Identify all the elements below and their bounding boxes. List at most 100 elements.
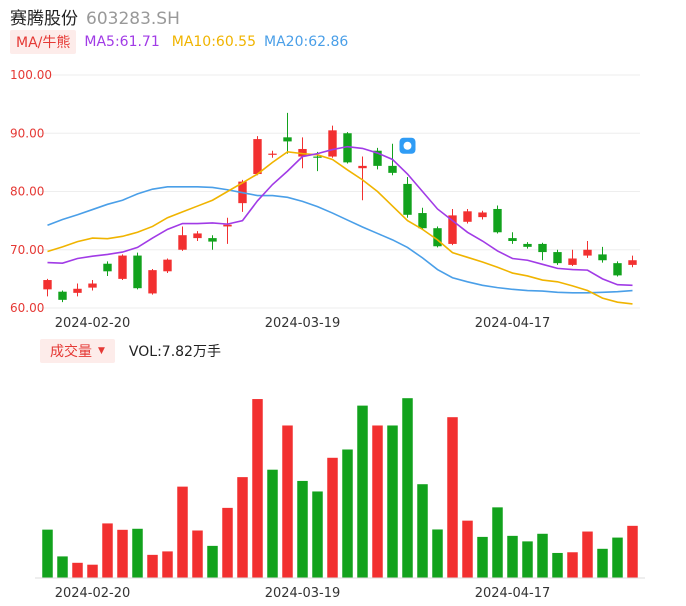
candle-body[interactable] [148,270,157,294]
stock-code: 603283.SH [86,9,180,29]
candle-body[interactable] [418,213,427,229]
volume-bar[interactable] [267,469,278,578]
volume-bar[interactable] [312,491,323,578]
stock-name: 赛腾股份 [10,9,78,29]
volume-bar[interactable] [612,537,623,578]
volume-bar[interactable] [537,533,548,578]
volume-bar[interactable] [522,541,533,578]
volume-bar[interactable] [117,529,128,578]
blue-marker-dot-icon [403,141,412,150]
candle-body[interactable] [598,254,607,261]
candle-body[interactable] [58,291,67,300]
candle-body[interactable] [478,212,487,218]
candle-body[interactable] [253,139,262,175]
volume-bar[interactable] [372,425,383,578]
volume-bar[interactable] [297,480,308,578]
volume-x-tick-label: 2024-03-19 [265,586,341,601]
candle-body[interactable] [613,263,622,276]
candle-body[interactable] [178,235,187,250]
volume-bar[interactable] [597,548,608,578]
candle-body[interactable] [43,280,52,290]
y-tick-label: 90.00 [10,126,44,140]
ma5-legend: MA5:61.71 [84,34,160,50]
volume-bar[interactable] [192,530,203,579]
candle-body[interactable] [73,288,82,293]
volume-bar[interactable] [57,556,68,578]
candle-body[interactable] [283,137,292,142]
volume-bar[interactable] [627,525,638,578]
volume-bar[interactable] [237,477,248,578]
candle-body[interactable] [268,153,277,155]
candle-body[interactable] [298,148,307,157]
candle-body[interactable] [373,150,382,166]
candle-body[interactable] [508,238,517,242]
volume-indicator-selector[interactable]: 成交量 ▼ [40,339,115,363]
volume-bar[interactable] [447,417,458,578]
candle-body[interactable] [583,249,592,256]
volume-bar[interactable] [342,449,353,578]
volume-bar[interactable] [222,507,233,578]
candle-body[interactable] [628,260,637,265]
candle-body[interactable] [208,238,217,242]
volume-bar[interactable] [507,535,518,578]
candle-body[interactable] [193,233,202,239]
volume-bar[interactable] [177,486,188,578]
candle-body[interactable] [118,255,127,279]
volume-bar[interactable] [402,398,413,578]
volume-bar[interactable] [132,528,143,578]
volume-bar[interactable] [327,457,338,578]
candle-body[interactable] [448,215,457,244]
y-tick-label: 100.00 [10,68,52,82]
candle-body[interactable] [133,255,142,289]
volume-value: VOL:7.82万手 [128,344,221,360]
volume-legend: 成交量 ▼ VOL:7.82万手 [40,339,221,363]
volume-bar[interactable] [552,552,563,578]
stock-header: 赛腾股份 603283.SH [10,4,180,29]
volume-bar[interactable] [42,529,53,578]
volume-bar[interactable] [72,562,83,578]
volume-bar[interactable] [357,405,368,578]
candle-body[interactable] [553,252,562,264]
volume-bar[interactable] [282,425,293,578]
candle-body[interactable] [103,263,112,272]
indicator-selector[interactable]: MA/牛熊 [10,30,77,54]
volume-bar[interactable] [87,564,98,578]
volume-label: 成交量 [50,344,92,360]
ma20-line [47,186,633,294]
candle-body[interactable] [388,165,397,173]
candle-body[interactable] [463,211,472,222]
volume-bar[interactable] [462,520,473,578]
candle-body[interactable] [328,130,337,157]
candle-body[interactable] [433,228,442,247]
candle-body[interactable] [403,183,412,215]
volume-bar[interactable] [477,536,488,578]
x-tick-label: 2024-04-17 [475,316,551,331]
candle-body[interactable] [88,283,97,288]
volume-bar[interactable] [417,484,428,578]
volume-bar[interactable] [252,399,263,578]
candle-body[interactable] [223,224,232,227]
ma10-line [47,151,633,305]
volume-bar[interactable] [582,531,593,578]
candle-body[interactable] [343,133,352,163]
candle-body[interactable] [538,243,547,253]
candle-body[interactable] [358,165,367,169]
volume-bar[interactable] [162,551,173,578]
volume-bar[interactable] [567,552,578,578]
volume-bar[interactable] [207,545,218,578]
candle-body[interactable] [163,259,172,272]
candle-body[interactable] [313,156,322,158]
candle-body[interactable] [523,243,532,247]
candle-body[interactable] [493,208,502,233]
ma20-legend: MA20:62.86 [264,34,349,50]
ma-legend: MA/牛熊 MA5:61.71 MA10:60.55 MA20:62.86 [10,30,348,54]
volume-bar[interactable] [432,529,443,578]
volume-bar[interactable] [147,554,158,578]
candle-body[interactable] [568,258,577,265]
y-tick-label: 80.00 [10,185,44,199]
volume-bar[interactable] [387,425,398,578]
volume-bar[interactable] [492,507,503,578]
volume-bar[interactable] [102,523,113,578]
x-tick-label: 2024-02-20 [55,316,131,331]
